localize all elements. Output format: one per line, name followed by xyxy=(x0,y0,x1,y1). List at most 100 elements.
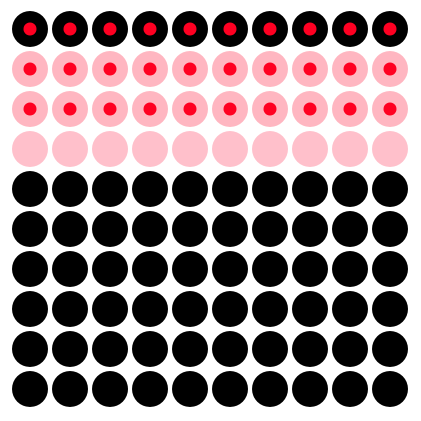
dot-row xyxy=(12,11,408,47)
dot-center xyxy=(183,22,197,36)
dot xyxy=(52,211,88,247)
dot xyxy=(212,171,248,207)
dot xyxy=(292,211,328,247)
dot xyxy=(52,171,88,207)
dot xyxy=(372,291,408,327)
dot xyxy=(372,251,408,287)
dot xyxy=(372,131,408,167)
dot xyxy=(132,211,168,247)
dot-center xyxy=(23,62,37,76)
dot-row xyxy=(12,371,408,407)
dot xyxy=(132,371,168,407)
dot xyxy=(172,211,208,247)
dot-row xyxy=(12,51,408,87)
dot xyxy=(172,131,208,167)
dot xyxy=(212,211,248,247)
dot-row xyxy=(12,251,408,287)
dot xyxy=(172,371,208,407)
dot xyxy=(92,251,128,287)
dot xyxy=(372,371,408,407)
dot xyxy=(52,331,88,367)
dot xyxy=(172,171,208,207)
dot xyxy=(332,331,368,367)
dot xyxy=(212,131,248,167)
dot xyxy=(132,291,168,327)
dot-center xyxy=(343,22,357,36)
dot xyxy=(332,131,368,167)
dot xyxy=(92,331,128,367)
dot xyxy=(332,211,368,247)
dot xyxy=(252,171,288,207)
dot-center xyxy=(343,102,357,116)
dot xyxy=(292,371,328,407)
dot xyxy=(252,251,288,287)
dot-center xyxy=(303,102,317,116)
dot xyxy=(332,371,368,407)
dot xyxy=(92,171,128,207)
dot-center xyxy=(143,22,157,36)
dot xyxy=(132,251,168,287)
dot-center xyxy=(383,102,397,116)
dot xyxy=(292,251,328,287)
dot-center xyxy=(263,62,277,76)
dot xyxy=(292,171,328,207)
dot xyxy=(12,371,48,407)
dot xyxy=(132,331,168,367)
dot xyxy=(372,211,408,247)
dot-row xyxy=(12,211,408,247)
dot-center xyxy=(383,62,397,76)
dot xyxy=(212,291,248,327)
dot-center xyxy=(103,22,117,36)
dot-center xyxy=(223,62,237,76)
dot-center xyxy=(143,102,157,116)
dot-center xyxy=(183,62,197,76)
dot xyxy=(52,131,88,167)
dot xyxy=(132,171,168,207)
dot-row xyxy=(12,131,408,167)
dot-center xyxy=(23,22,37,36)
dot xyxy=(292,291,328,327)
dot xyxy=(52,291,88,327)
dot xyxy=(172,251,208,287)
dot-center xyxy=(23,102,37,116)
dot xyxy=(92,371,128,407)
dot-center xyxy=(103,102,117,116)
dot xyxy=(252,211,288,247)
dot-center xyxy=(303,62,317,76)
dot xyxy=(252,131,288,167)
dot xyxy=(52,371,88,407)
dot xyxy=(52,251,88,287)
dot xyxy=(132,131,168,167)
dot-center xyxy=(183,102,197,116)
dot-row xyxy=(12,291,408,327)
dot xyxy=(292,131,328,167)
dot xyxy=(212,331,248,367)
dot-row xyxy=(12,171,408,207)
dot xyxy=(92,291,128,327)
dot xyxy=(12,331,48,367)
dot-center xyxy=(263,22,277,36)
dot xyxy=(172,331,208,367)
dot-center xyxy=(63,62,77,76)
dot xyxy=(172,291,208,327)
dot-center xyxy=(223,22,237,36)
dot xyxy=(252,291,288,327)
dot xyxy=(12,291,48,327)
dot-row xyxy=(12,91,408,127)
dot-center xyxy=(63,22,77,36)
dot xyxy=(292,331,328,367)
dot-center xyxy=(223,102,237,116)
dot xyxy=(372,171,408,207)
dot-center xyxy=(143,62,157,76)
dot xyxy=(12,251,48,287)
dot xyxy=(332,251,368,287)
dot-center xyxy=(263,102,277,116)
dot xyxy=(212,371,248,407)
dot xyxy=(12,211,48,247)
dot xyxy=(12,131,48,167)
dot xyxy=(12,171,48,207)
dot xyxy=(92,211,128,247)
dot xyxy=(372,331,408,367)
dot xyxy=(252,331,288,367)
